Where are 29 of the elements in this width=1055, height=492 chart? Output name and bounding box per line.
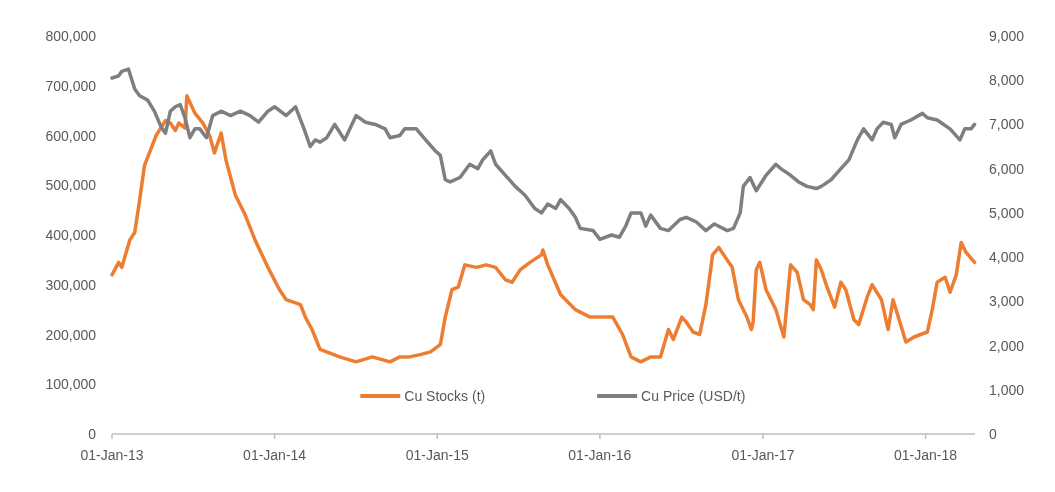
y2-tick-label: 1,000	[989, 381, 1025, 398]
y-tick-label: 400,000	[45, 227, 97, 243]
x-tick-label: 01-Jan-18	[894, 447, 958, 463]
line-series	[110, 93, 977, 364]
y-tick-label: 300,000	[45, 276, 97, 293]
y2-tick-label: 4,000	[989, 249, 1025, 266]
y-tick-label: 700,000	[45, 77, 97, 94]
legend-label: Cu Stocks (t)	[404, 388, 486, 404]
y2-tick-label: 7,000	[989, 116, 1025, 133]
x-tick-label: 01-Jan-16	[568, 447, 632, 463]
line-series	[110, 67, 977, 242]
x-tick-label: 01-Jan-17	[731, 447, 795, 463]
y-tick-label: 600,000	[45, 127, 97, 144]
y2-tick-label: 6,000	[989, 160, 1025, 177]
legend-label: Cu Price (USD/t)	[641, 388, 746, 404]
y2-tick-label: 3,000	[989, 293, 1025, 310]
y-tick-label: 800,000	[45, 28, 97, 44]
y-tick-label: 0	[88, 426, 97, 442]
y-tick-label: 500,000	[45, 177, 97, 194]
y2-tick-label: 0	[989, 426, 997, 442]
x-tick-label: 01-Jan-13	[80, 447, 144, 463]
y2-tick-label: 5,000	[989, 204, 1025, 221]
y2-tick-label: 2,000	[989, 337, 1025, 354]
y2-tick-label: 9,000	[989, 28, 1025, 44]
x-tick-label: 01-Jan-15	[405, 447, 469, 463]
y-tick-label: 200,000	[45, 326, 97, 343]
y-tick-label: 100,000	[45, 376, 97, 393]
x-tick-label: 01-Jan-14	[243, 447, 307, 463]
y2-tick-label: 8,000	[989, 72, 1025, 89]
